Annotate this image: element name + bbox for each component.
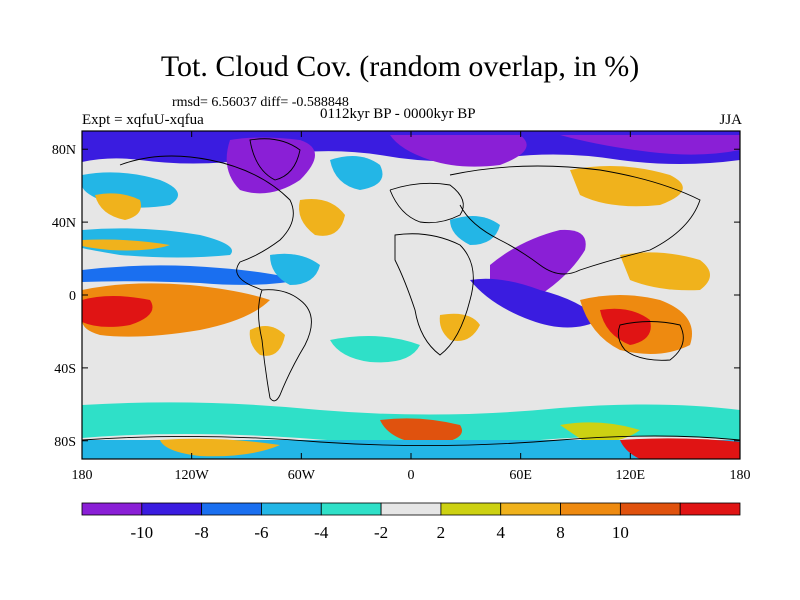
- south-america-coast: [258, 289, 312, 402]
- lat-tick-label: 40S: [54, 362, 76, 377]
- anomaly-region: [95, 193, 141, 220]
- colorbar-label: 4: [496, 523, 505, 542]
- colorbar-box: [679, 502, 741, 516]
- lon-tick-label: 60E: [509, 468, 532, 483]
- anomaly-region: [390, 135, 527, 167]
- lat-tick-label: 80S: [54, 435, 76, 450]
- europe-coast: [389, 182, 464, 224]
- lon-tick-label: 180: [72, 468, 93, 483]
- colorbar-box: [440, 502, 502, 516]
- map-title: Tot. Cloud Cov. (random overlap, in %): [160, 50, 640, 83]
- anomaly-region: [470, 278, 600, 328]
- colorbar-box: [201, 502, 262, 516]
- anomaly-region: [490, 229, 586, 299]
- anomaly-region: [560, 422, 640, 443]
- anomaly-region: [450, 216, 500, 245]
- period-label: 0112kyr BP - 0000kyr BP: [320, 106, 476, 122]
- season-label: JJA: [719, 112, 742, 128]
- latitude-axis: 80N 40N 0 40S 80S: [52, 143, 740, 450]
- colorbar-box: [261, 502, 322, 516]
- anomaly-region: [160, 438, 280, 457]
- lon-tick-label: 120W: [175, 468, 210, 483]
- colorbar-label: 2: [437, 523, 446, 542]
- anomaly-region: [439, 313, 480, 341]
- lon-tick-label: 0: [408, 468, 415, 483]
- colorbar-label: 8: [556, 523, 565, 542]
- lon-tick-label: 180: [730, 468, 751, 483]
- lat-tick-label: 80N: [52, 143, 76, 158]
- anomaly-region: [299, 199, 345, 236]
- anomaly-region: [270, 253, 320, 285]
- anomaly-field: [82, 131, 740, 459]
- colorbar-label: -2: [374, 523, 388, 542]
- colorbar-label: 10: [612, 523, 629, 542]
- lon-tick-label: 60W: [288, 468, 316, 483]
- anomaly-region: [330, 156, 383, 190]
- anomaly-region: [600, 308, 651, 345]
- anomaly-region: [330, 336, 420, 363]
- colorbar-box: [141, 502, 203, 516]
- colorbar-label: -4: [314, 523, 329, 542]
- rmsd-diff-stats: rmsd= 6.56037 diff= -0.588848: [172, 95, 349, 110]
- australia-coast: [617, 321, 684, 361]
- asia-coast: [449, 165, 701, 275]
- colorbar-box: [380, 502, 442, 516]
- anomaly-region: [82, 239, 170, 251]
- anomaly-region: [249, 326, 285, 356]
- north-america-coast: [119, 155, 294, 291]
- colorbar-label: -10: [130, 523, 153, 542]
- colorbar-box: [320, 502, 382, 516]
- coastlines: [82, 138, 740, 447]
- anomaly-region: [620, 438, 740, 459]
- greenland-coast: [249, 138, 301, 181]
- lat-tick-label: 0: [69, 289, 76, 304]
- colorbar-label: -8: [195, 523, 209, 542]
- africa-coast: [394, 233, 474, 356]
- lat-tick-label: 40N: [52, 216, 76, 231]
- lon-tick-label: 120E: [616, 468, 646, 483]
- colorbar-box: [560, 502, 621, 516]
- anomaly-region: [620, 252, 710, 291]
- experiment-label: Expt = xqfuU-xqfua: [82, 112, 204, 128]
- colorbar-label: -6: [254, 523, 268, 542]
- anomaly-region: [226, 137, 315, 194]
- colorbar-box: [619, 502, 681, 516]
- anomaly-region: [82, 296, 153, 327]
- anomaly-region: [570, 166, 683, 207]
- colorbar-box: [81, 502, 143, 516]
- anomaly-region: [380, 418, 462, 445]
- antarctica-coast: [82, 435, 740, 447]
- anomaly-region: [82, 265, 300, 285]
- anomaly-region: [560, 135, 740, 155]
- longitude-axis: 180 120W 60W 0 60E 120E 180: [72, 131, 751, 483]
- colorbar-box: [500, 502, 561, 516]
